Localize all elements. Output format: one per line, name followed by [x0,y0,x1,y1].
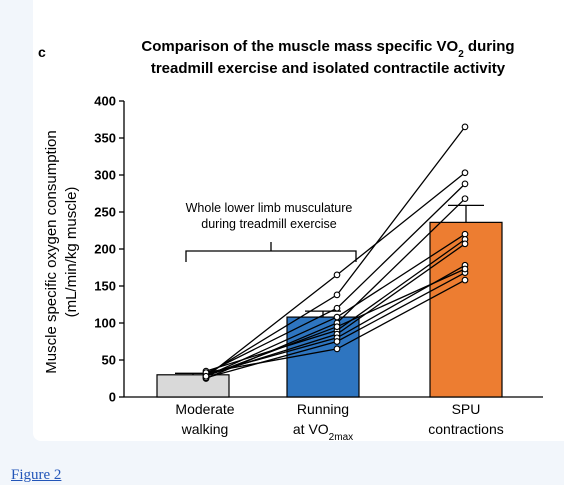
chart-title-line2: treadmill exercise and isolated contract… [151,60,506,77]
subject-point [461,240,469,248]
x-category-label-line1: SPU [452,401,481,417]
subject-point [461,265,469,273]
subject-point [333,271,341,279]
y-axis-label-line1: Muscle specific oxygen consumption [43,130,60,373]
annotation-bracket: Whole lower limb musculature during trea… [185,201,357,262]
x-category-label-line1: Moderate [175,401,234,417]
bar [156,374,230,398]
annotation-line1: Whole lower limb musculature [186,201,353,215]
x-category-label-line2: at VO2max [293,421,353,443]
y-tick-label: 100 [94,316,116,331]
annotation-line2: during treadmill exercise [201,217,337,231]
subject-point [333,323,341,331]
y-tick-label: 400 [94,94,116,109]
x-axis-categories: Moderate walking Running at VO2max SPU contra… [175,401,503,443]
x-category-label-line1: Running [297,401,349,417]
subject-point [461,169,469,177]
bracket-shape [185,242,357,262]
subject-point [333,338,341,345]
subject-point [461,123,469,131]
x-category-label-line2: contractions [428,421,503,437]
y-tick-label: 0 [109,390,116,405]
bars [156,204,503,398]
subject-point [461,195,469,203]
y-tick-label: 200 [94,242,116,257]
chart: c Comparison of the muscle mass specific… [38,38,543,443]
bar [429,221,503,398]
subject-point [333,313,341,321]
y-tick-label: 50 [102,353,116,368]
subject-point [202,372,210,380]
individual-lines [202,123,469,382]
panel-label: c [38,44,46,60]
subject-point [333,304,341,312]
chart-title-line1: Comparison of the muscle mass specific V… [141,38,514,60]
y-axis-label-line2: (mL/min/kg muscle) [63,187,80,318]
subject-point [461,276,469,284]
y-tick-label: 250 [94,205,116,220]
y-tick-label: 350 [94,131,116,146]
y-tick-label: 150 [94,279,116,294]
y-tick-label: 300 [94,168,116,183]
subject-point [333,345,341,353]
figure-2-link[interactable]: Figure 2 [11,467,62,483]
x-category-label-line2: walking [181,421,229,437]
subject-point [333,291,341,299]
subject-point [461,180,469,188]
